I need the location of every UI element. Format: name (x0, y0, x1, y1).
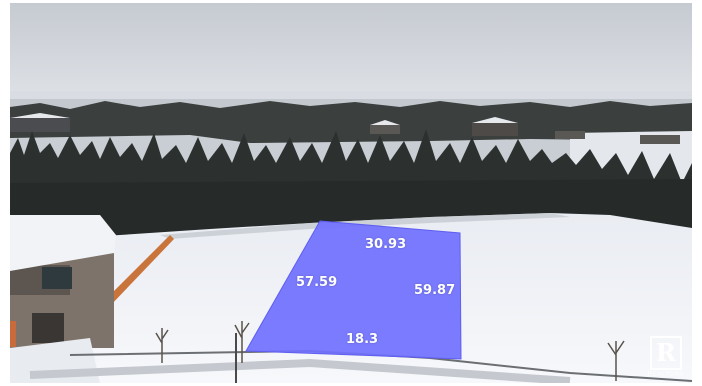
aerial-scene (10, 3, 692, 383)
dimension-right: 59.87 (414, 283, 456, 298)
dimension-top: 30.93 (365, 237, 407, 252)
sky (10, 3, 692, 95)
distant-house (472, 123, 518, 136)
realtor-logo-icon: R (650, 336, 682, 370)
dimension-left: 57.59 (296, 275, 338, 290)
realtor-watermark-text: REALTOR® (647, 372, 685, 378)
bare-tree (155, 321, 625, 381)
house-roof (10, 215, 116, 271)
dimension-bottom: 18.3 (346, 332, 379, 347)
lot-boundary-overlay (245, 220, 462, 360)
realtor-watermark: R REALTOR® (646, 336, 686, 380)
aerial-photo (10, 3, 692, 383)
distant-house (10, 118, 70, 132)
